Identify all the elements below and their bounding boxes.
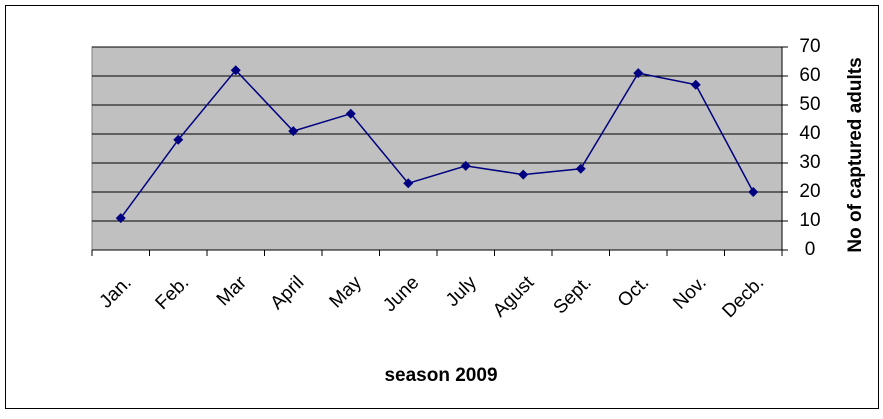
data-point [460, 160, 471, 171]
data-point [633, 68, 644, 79]
data-point [288, 126, 299, 137]
data-point [403, 178, 414, 189]
y-tick-label: 50 [799, 94, 820, 115]
x-axis-title: season 2009 [384, 365, 497, 386]
data-point [230, 65, 241, 76]
data-point [345, 108, 356, 119]
y-tick-label: 60 [799, 65, 820, 86]
y-tick-label: 20 [799, 181, 820, 202]
plot-area [91, 46, 783, 251]
y-tick-label: 0 [805, 239, 816, 260]
data-point [173, 134, 184, 145]
y-tick-label: 70 [799, 36, 820, 57]
data-point [690, 79, 701, 90]
data-line [120, 69, 754, 219]
data-point [748, 187, 759, 197]
data-point [115, 213, 126, 224]
y-axis-title: No of captured adults [845, 57, 866, 252]
y-tick-label: 30 [799, 152, 820, 173]
y-tick-label: 40 [799, 123, 820, 144]
data-point [518, 169, 529, 180]
data-point [575, 163, 586, 174]
y-tick-label: 10 [799, 210, 820, 231]
